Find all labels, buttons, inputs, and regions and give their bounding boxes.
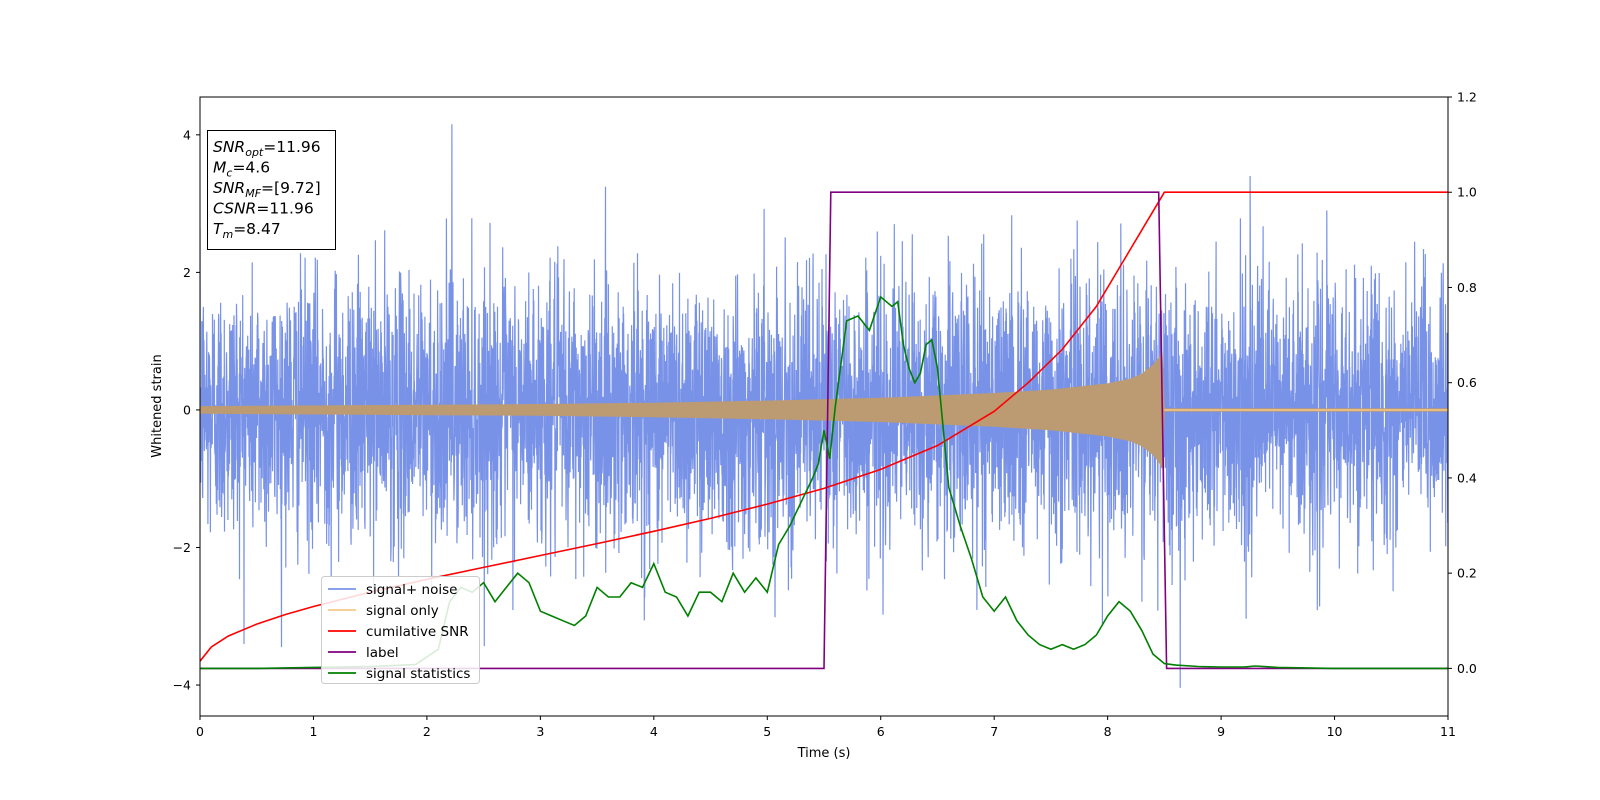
label-series [200,191,1448,670]
cumulative-snr-series [200,191,1448,662]
x-axis-label: Time (s) [797,746,851,761]
y-right-tick-label: 0.6 [1457,375,1477,390]
annotation-line: SNRMF=[9.72] [213,179,321,200]
x-axis: 0 1 2 3 4 5 6 7 8 9 10 11 [196,716,1456,739]
legend-frame [321,576,480,684]
y-left-tick-label: −4 [173,678,191,693]
cumulative-snr-line [200,191,1448,662]
y-right-tick-label: 0.0 [1457,661,1477,676]
y-right-tick-label: 1.2 [1457,90,1477,105]
y-axis-label: Whitened strain [150,354,165,457]
signal-statistics-series [200,295,1448,670]
x-tick-label: 6 [877,724,885,739]
label-line [200,191,1448,670]
y-right-tick-label: 0.4 [1457,470,1477,485]
y-right-tick-label: 0.2 [1457,566,1477,581]
annotation-line: SNRopt=11.96 [213,138,321,159]
legend: signal+ noise signal only cumilative SNR la… [321,576,480,684]
plot-area [200,124,1448,688]
y-left-tick-label: −2 [173,540,191,555]
x-tick-label: 1 [309,724,317,739]
x-tick-label: 2 [423,724,431,739]
legend-label: signal+ noise [366,582,457,598]
annotation-frame [207,130,336,250]
signal-only-series [200,351,1448,469]
y-left-tick-label: 2 [183,265,191,280]
annotation-box: SNRopt=11.96Mc=4.6SNRMF=[9.72]CSNR=11.96… [207,130,336,250]
annotation-line: Mc=4.6 [213,159,270,180]
x-tick-label: 4 [650,724,658,739]
x-tick-label: 3 [536,724,544,739]
y-left-tick-label: 4 [183,127,191,142]
y-axis-right: 0.0 0.2 0.4 0.6 0.8 1.0 1.2 [1448,90,1477,676]
x-tick-label: 9 [1217,724,1225,739]
legend-label: signal only [366,603,439,619]
x-tick-label: 8 [1104,724,1112,739]
x-tick-label: 0 [196,724,204,739]
signal-only-band [200,351,1448,469]
annotation-line: CSNR=11.96 [213,200,314,218]
legend-label: label [366,645,399,661]
y-axis-left: −4 −2 0 2 4 [173,127,200,693]
signal-statistics-line [200,295,1448,670]
annotation-line: Tm=8.47 [213,220,281,241]
y-right-tick-label: 1.0 [1457,185,1477,200]
signal-plus-noise-line [200,124,1448,688]
x-tick-label: 11 [1440,724,1456,739]
legend-label: signal statistics [366,666,470,682]
x-tick-label: 10 [1327,724,1343,739]
y-left-tick-label: 0 [183,402,191,417]
y-right-tick-label: 0.8 [1457,280,1477,295]
x-tick-label: 7 [990,724,998,739]
plot-frame [199,96,1449,717]
legend-label: cumilative SNR [366,624,469,640]
x-tick-label: 5 [763,724,771,739]
signal-plus-noise-series [200,124,1448,688]
